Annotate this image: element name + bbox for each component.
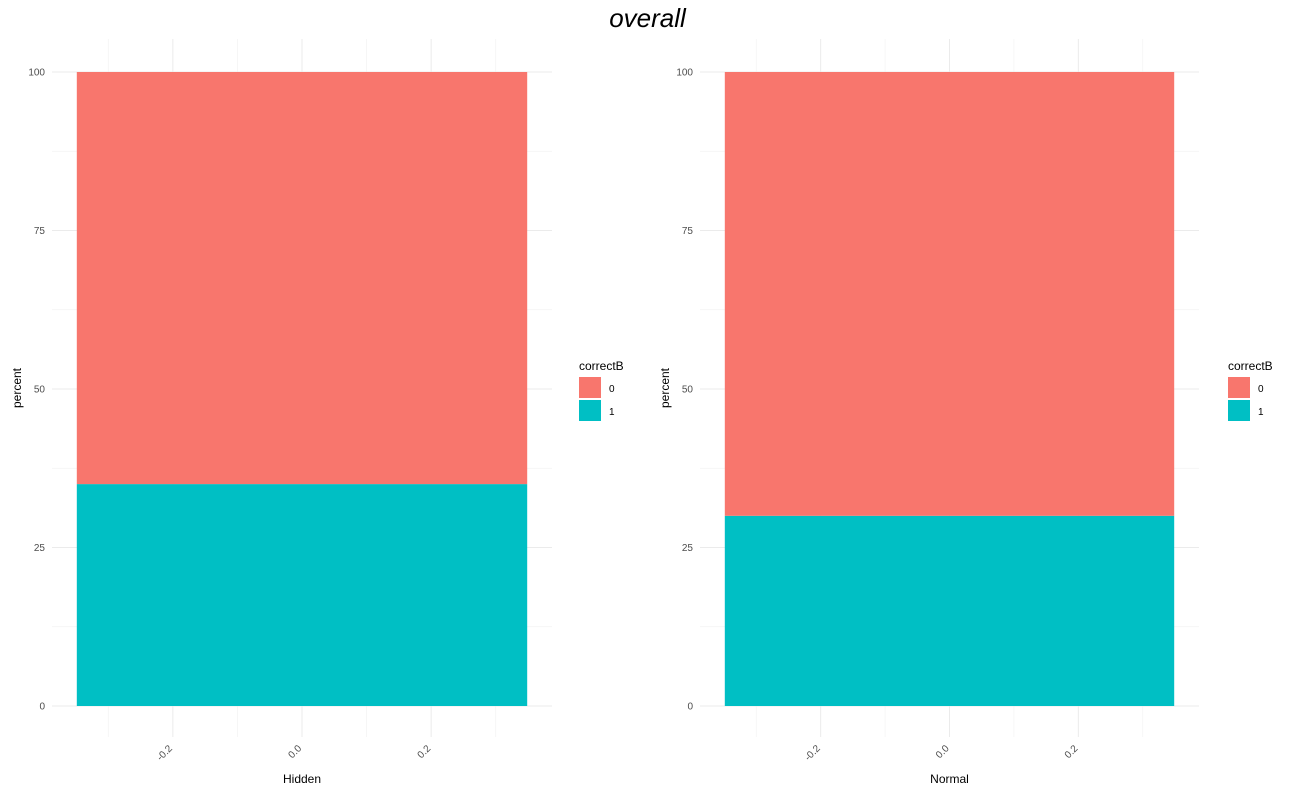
x-tick-label: 0.2: [416, 743, 434, 761]
y-tick-label: 75: [682, 226, 694, 237]
legend-label: 0: [1258, 384, 1264, 395]
y-tick-label: 100: [676, 68, 693, 79]
legend-label: 0: [609, 384, 615, 395]
y-axis-title: percent: [658, 367, 672, 408]
x-tick-label: -0.2: [803, 743, 823, 763]
legend-key-0: [1228, 377, 1250, 398]
bar-segment-0: [76, 72, 528, 485]
y-tick-label: 50: [34, 385, 46, 396]
y-tick-label: 0: [687, 702, 693, 713]
y-tick-label: 25: [34, 543, 46, 554]
legend-key-0: [579, 377, 601, 398]
y-tick-label: 25: [682, 543, 694, 554]
bar-segment-0: [724, 72, 1175, 516]
legend-title: correctB: [1228, 359, 1273, 373]
x-tick-label: -0.2: [155, 743, 175, 763]
legend-label: 1: [609, 407, 615, 418]
x-axis-title: Hidden: [283, 772, 321, 786]
chart-title: overall: [609, 3, 686, 33]
y-tick-label: 50: [682, 385, 694, 396]
x-axis-title: Normal: [930, 772, 969, 786]
y-tick-label: 0: [39, 702, 45, 713]
x-tick-label: 0.0: [934, 743, 952, 761]
legend-title: correctB: [579, 359, 624, 373]
legend-key-1: [1228, 400, 1250, 421]
legend-label: 1: [1258, 407, 1264, 418]
y-tick-label: 75: [34, 226, 46, 237]
x-tick-label: 0.0: [287, 743, 305, 761]
bar-segment-1: [76, 484, 528, 706]
legend-key-1: [579, 400, 601, 421]
y-tick-label: 100: [28, 68, 45, 79]
bar-segment-1: [724, 515, 1175, 706]
x-tick-label: 0.2: [1063, 743, 1081, 761]
y-axis-title: percent: [10, 367, 24, 408]
